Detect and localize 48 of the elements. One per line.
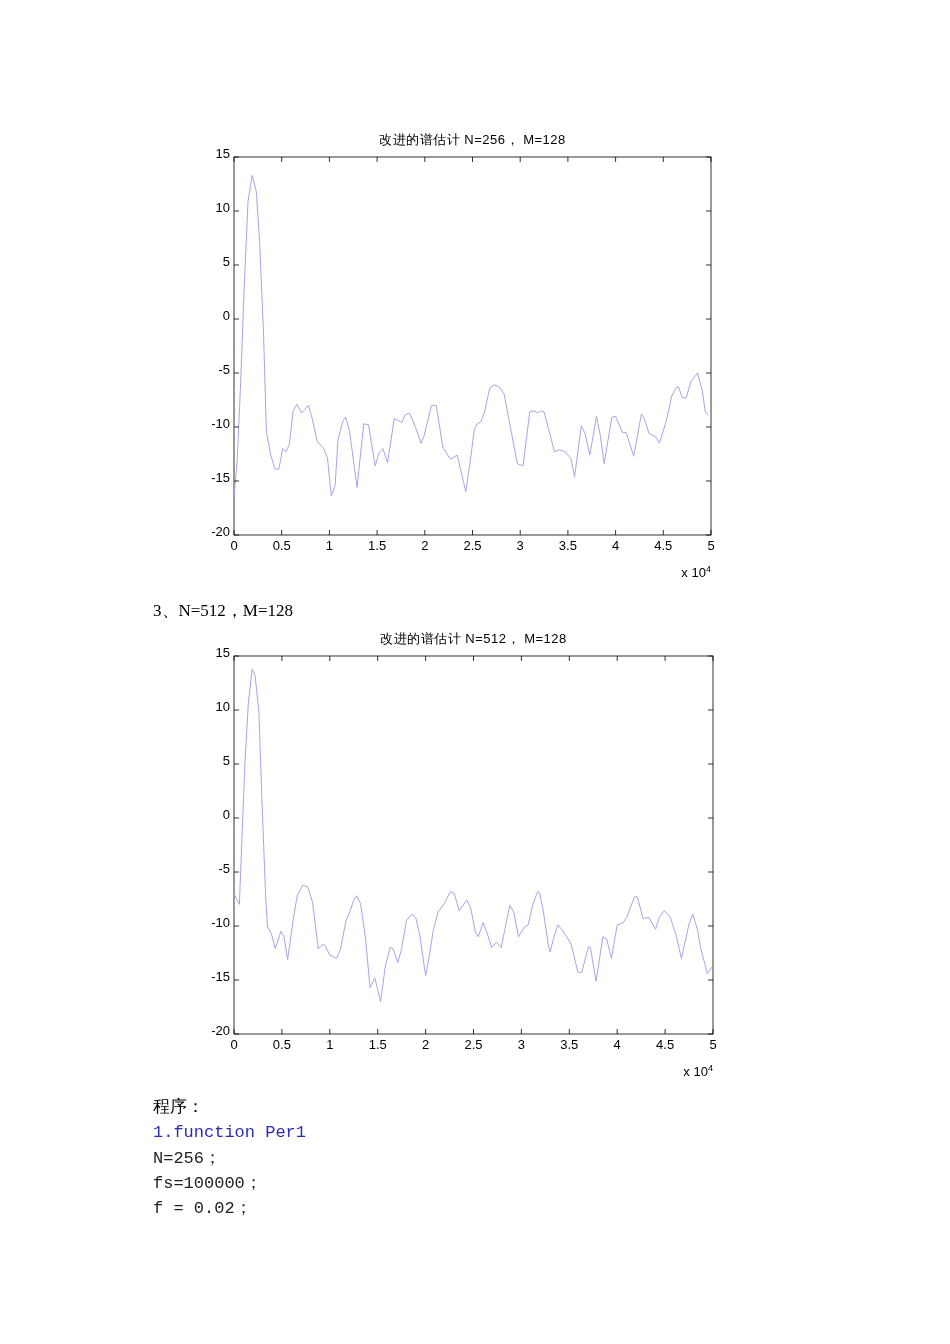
y-tick-label: 10 bbox=[215, 200, 230, 215]
y-tick-label: 15 bbox=[215, 146, 230, 161]
x-tick-label: 5 bbox=[707, 538, 715, 553]
chart-title: 改进的谱估计 N=256， M=128 bbox=[379, 132, 566, 147]
line-series bbox=[233, 174, 709, 498]
y-tick-label: 0 bbox=[222, 807, 230, 822]
x-tick-label: 2.5 bbox=[464, 1037, 483, 1052]
y-tick-label: -10 bbox=[211, 915, 230, 930]
line-series bbox=[233, 668, 713, 1003]
y-tick-label: -5 bbox=[218, 362, 230, 377]
x-tick-label: 1.5 bbox=[368, 538, 387, 553]
text: 程序： bbox=[153, 1097, 204, 1116]
y-tick-label: 0 bbox=[222, 308, 230, 323]
chart-title: 改进的谱估计 N=512， M=128 bbox=[380, 631, 567, 646]
x-tick-label: 2 bbox=[421, 538, 429, 553]
x-tick-label: 5 bbox=[709, 1037, 717, 1052]
y-tick-label: -15 bbox=[211, 470, 230, 485]
x-tick-label: 1 bbox=[326, 1037, 334, 1052]
text: 3、N=512，M=128 bbox=[153, 601, 294, 620]
x-tick-label: 3.5 bbox=[560, 1037, 579, 1052]
x-tick-label: 0.5 bbox=[272, 538, 291, 553]
y-tick-label: -15 bbox=[211, 969, 230, 984]
text: 1.function Per1 bbox=[153, 1123, 307, 1143]
y-tick-label: -5 bbox=[218, 861, 230, 876]
y-tick-label: 10 bbox=[215, 699, 230, 714]
x-tick-label: 4.5 bbox=[656, 1037, 675, 1052]
x-tick-label: 2.5 bbox=[463, 538, 482, 553]
x-tick-label: 1 bbox=[325, 538, 334, 553]
x-tick-label: 1.5 bbox=[368, 1037, 387, 1052]
y-tick-label: 15 bbox=[215, 645, 230, 660]
x-tick-label: 0.5 bbox=[272, 1037, 291, 1052]
x-axis-title: x 10$^{4}$ bbox=[681, 564, 711, 580]
x-tick-label: 4 bbox=[611, 538, 620, 553]
y-tick-label: 5 bbox=[222, 254, 230, 269]
x-axis-title: x 10$^{4}$ bbox=[683, 1063, 713, 1079]
y-tick-label: -10 bbox=[211, 416, 230, 431]
y-tick-label: 5 bbox=[222, 753, 230, 768]
y-tick-label: -20 bbox=[211, 524, 230, 539]
y-tick-label: -20 bbox=[211, 1023, 230, 1038]
x-tick-label: 2 bbox=[421, 1037, 430, 1052]
text: N=256； bbox=[153, 1148, 222, 1168]
x-tick-label: 3 bbox=[516, 538, 524, 553]
x-tick-label: 4.5 bbox=[654, 538, 673, 553]
x-tick-label: 3.5 bbox=[558, 538, 577, 553]
x-tick-label: 3 bbox=[517, 1037, 526, 1052]
x-tick-label: 4 bbox=[613, 1037, 621, 1052]
text: fs=100000； bbox=[153, 1173, 262, 1193]
text: f = 0.02； bbox=[153, 1199, 252, 1219]
